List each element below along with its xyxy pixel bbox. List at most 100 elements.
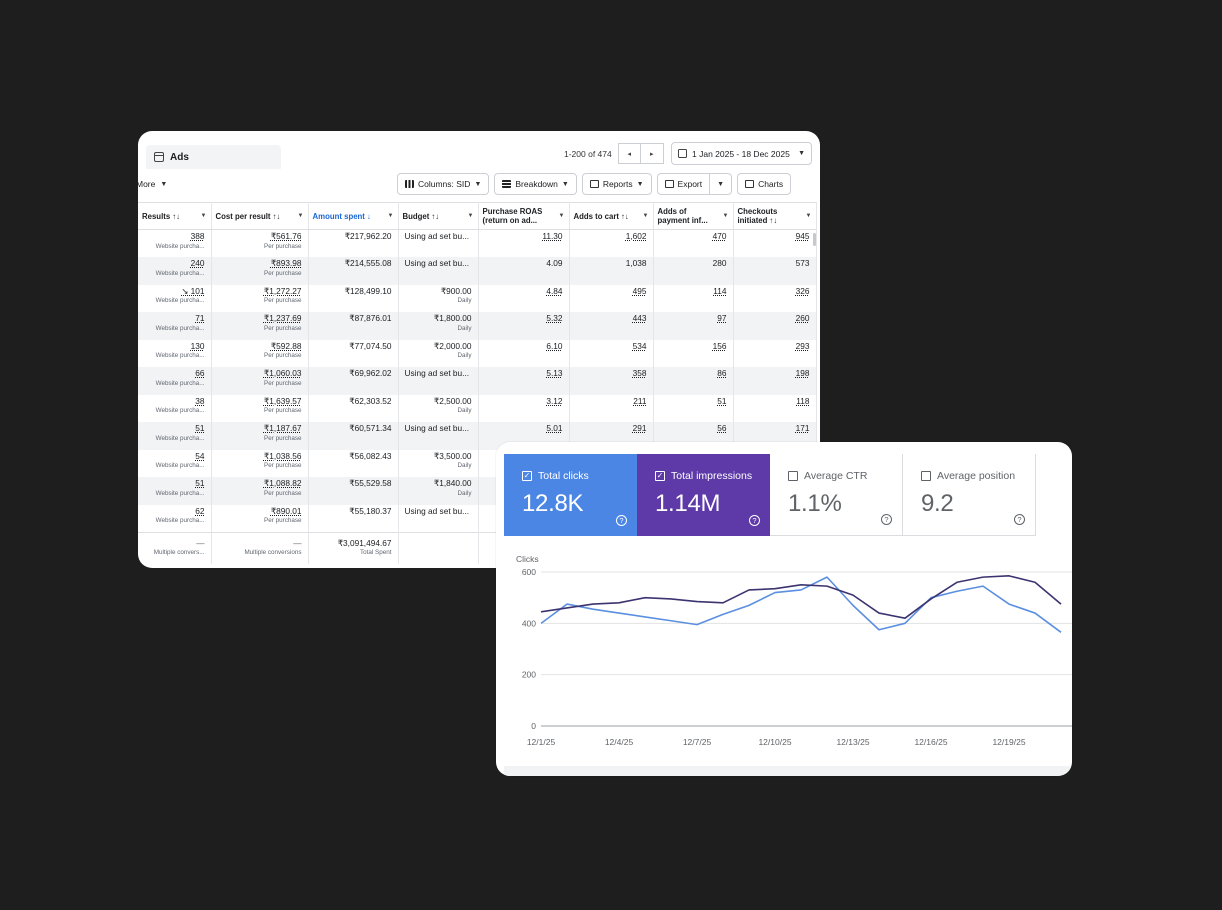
results-value[interactable]: 388 [190, 231, 205, 241]
checkouts-value[interactable]: 293 [795, 340, 810, 351]
adds-to-cart-value[interactable]: 443 [632, 313, 647, 323]
cost-value[interactable]: ₹893.98 [270, 258, 302, 268]
payment-info-value[interactable]: 56 [717, 423, 727, 433]
metric-total-clicks[interactable]: ✓ Total clicks 12.8K ? [504, 454, 637, 536]
budget-value[interactable]: Using ad set bu... [404, 423, 470, 433]
column-header-checkouts-initiated[interactable]: Checkouts initiated ↑↓ ▼ [733, 202, 817, 230]
cost-value[interactable]: ₹1,639.57 [263, 395, 302, 406]
checkouts-value[interactable]: 945 [795, 231, 810, 241]
payment-info-value[interactable]: 280 [712, 258, 727, 268]
checkouts-value[interactable]: 573 [795, 258, 810, 268]
adds-to-cart-value[interactable]: 291 [632, 423, 647, 433]
help-icon[interactable]: ? [616, 515, 627, 526]
table-row[interactable]: 130 Website purcha... ₹592.88 Per purchase ₹… [138, 339, 817, 367]
table-row[interactable]: ↘ 101 Website purcha... ₹1,272.27 Per purch… [138, 284, 817, 312]
cost-value[interactable]: ₹1,187.67 [263, 423, 302, 433]
cost-value[interactable]: ₹1,272.27 [263, 285, 302, 296]
column-header-adds-to-cart[interactable]: Adds to cart ↑↓ ▼ [569, 202, 654, 230]
table-row[interactable]: 240 Website purcha... ₹893.98 Per purchase ₹… [138, 257, 817, 285]
column-header-cost-per-result[interactable]: Cost per result ↑↓ ▼ [211, 202, 309, 230]
results-value[interactable]: 240 [190, 258, 205, 268]
results-value[interactable]: 66 [195, 368, 205, 378]
date-range-picker[interactable]: 1 Jan 2025 - 18 Dec 2025 ▼ [671, 142, 812, 165]
cost-value[interactable]: ₹1,088.82 [263, 478, 302, 488]
breakdown-button[interactable]: Breakdown ▼ [494, 173, 577, 195]
results-value[interactable]: 62 [195, 505, 205, 516]
table-row[interactable]: 66 Website purcha... ₹1,060.03 Per purchase… [138, 367, 817, 395]
next-page-button[interactable]: ▸ [640, 143, 664, 164]
budget-value[interactable]: Using ad set bu... [404, 368, 470, 378]
reports-button[interactable]: Reports ▼ [581, 173, 652, 195]
cost-value[interactable]: ₹592.88 [270, 340, 302, 351]
budget-value[interactable]: Using ad set bu... [404, 231, 470, 241]
cost-value[interactable]: ₹890.01 [270, 505, 302, 516]
budget-value[interactable]: ₹2,500.00 [433, 395, 472, 406]
table-scrollbar[interactable] [813, 233, 816, 246]
roas-value[interactable]: 4.84 [546, 285, 563, 296]
export-button[interactable]: Export [656, 173, 711, 195]
roas-value[interactable]: 6.10 [546, 340, 563, 351]
roas-value[interactable]: 4.09 [546, 258, 563, 268]
tab-ads[interactable]: Ads [146, 145, 281, 169]
payment-info-value[interactable]: 470 [712, 231, 727, 241]
adds-to-cart-value[interactable]: 534 [632, 340, 647, 351]
column-header-adds-payment-info[interactable]: Adds of payment inf... ▼ [653, 202, 734, 230]
adds-to-cart-value[interactable]: 1,038 [625, 258, 647, 268]
checkouts-value[interactable]: 198 [795, 368, 810, 378]
export-menu-button[interactable]: ▼ [710, 173, 733, 195]
more-dropdown[interactable]: More ▼ [138, 179, 167, 189]
checkbox-icon[interactable] [921, 471, 931, 481]
payment-info-value[interactable]: 114 [713, 285, 727, 296]
budget-value[interactable]: ₹1,800.00 [433, 313, 472, 323]
cost-value[interactable]: ₹1,038.56 [263, 450, 302, 461]
budget-value[interactable]: ₹1,840.00 [433, 478, 472, 488]
results-value[interactable]: ↘ 101 [181, 285, 205, 296]
charts-button[interactable]: Charts [737, 173, 792, 195]
results-value[interactable]: 130 [190, 340, 205, 351]
help-icon[interactable]: ? [749, 515, 760, 526]
roas-value[interactable]: 11.30 [542, 231, 563, 241]
adds-to-cart-value[interactable]: 358 [632, 368, 647, 378]
budget-value[interactable]: Using ad set bu... [404, 258, 470, 268]
help-icon[interactable]: ? [881, 514, 892, 525]
budget-value[interactable]: ₹900.00 [440, 285, 472, 296]
adds-to-cart-value[interactable]: 1,602 [625, 231, 647, 241]
budget-value[interactable]: ₹2,000.00 [433, 340, 472, 351]
results-value[interactable]: 54 [195, 450, 205, 461]
checkouts-value[interactable]: 326 [795, 285, 810, 296]
cost-value[interactable]: ₹1,060.03 [263, 368, 302, 378]
table-row[interactable]: 38 Website purcha... ₹1,639.57 Per purchase… [138, 394, 817, 422]
table-row[interactable]: 71 Website purcha... ₹1,237.69 Per purchase… [138, 312, 817, 340]
table-row[interactable]: 388 Website purcha... ₹561.76 Per purchase ₹… [138, 229, 817, 257]
help-icon[interactable]: ? [1014, 514, 1025, 525]
column-header-results[interactable]: Results ↑↓ ▼ [138, 202, 212, 230]
results-value[interactable]: 38 [195, 395, 205, 406]
checkouts-value[interactable]: 260 [795, 313, 810, 323]
columns-button[interactable]: Columns: SID ▼ [397, 173, 490, 195]
checkouts-value[interactable]: 118 [796, 395, 810, 406]
roas-value[interactable]: 3.12 [546, 395, 563, 406]
metric-average-position[interactable]: Average position 9.2 ? [903, 454, 1036, 536]
results-value[interactable]: 51 [195, 478, 205, 488]
payment-info-value[interactable]: 86 [717, 368, 727, 378]
payment-info-value[interactable]: 156 [712, 340, 727, 351]
checkbox-icon[interactable]: ✓ [522, 471, 532, 481]
payment-info-value[interactable]: 51 [717, 395, 727, 406]
cost-value[interactable]: ₹1,237.69 [263, 313, 302, 323]
checkouts-value[interactable]: 171 [795, 423, 810, 433]
column-header-purchase-roas[interactable]: Purchase ROAS (return on ad... ▼ [478, 202, 570, 230]
checkbox-icon[interactable] [788, 471, 798, 481]
results-value[interactable]: 71 [195, 313, 205, 323]
prev-page-button[interactable]: ◂ [617, 143, 641, 164]
results-value[interactable]: 51 [195, 423, 205, 433]
roas-value[interactable]: 5.13 [546, 368, 563, 378]
roas-value[interactable]: 5.01 [546, 423, 563, 433]
cost-value[interactable]: ₹561.76 [270, 231, 302, 241]
column-header-budget[interactable]: Budget ↑↓ ▼ [398, 202, 479, 230]
payment-info-value[interactable]: 97 [717, 313, 727, 323]
metric-average-ctr[interactable]: Average CTR 1.1% ? [770, 454, 903, 536]
budget-value[interactable]: ₹3,500.00 [433, 450, 472, 461]
checkbox-icon[interactable]: ✓ [655, 471, 665, 481]
adds-to-cart-value[interactable]: 211 [633, 395, 647, 406]
adds-to-cart-value[interactable]: 495 [632, 285, 647, 296]
